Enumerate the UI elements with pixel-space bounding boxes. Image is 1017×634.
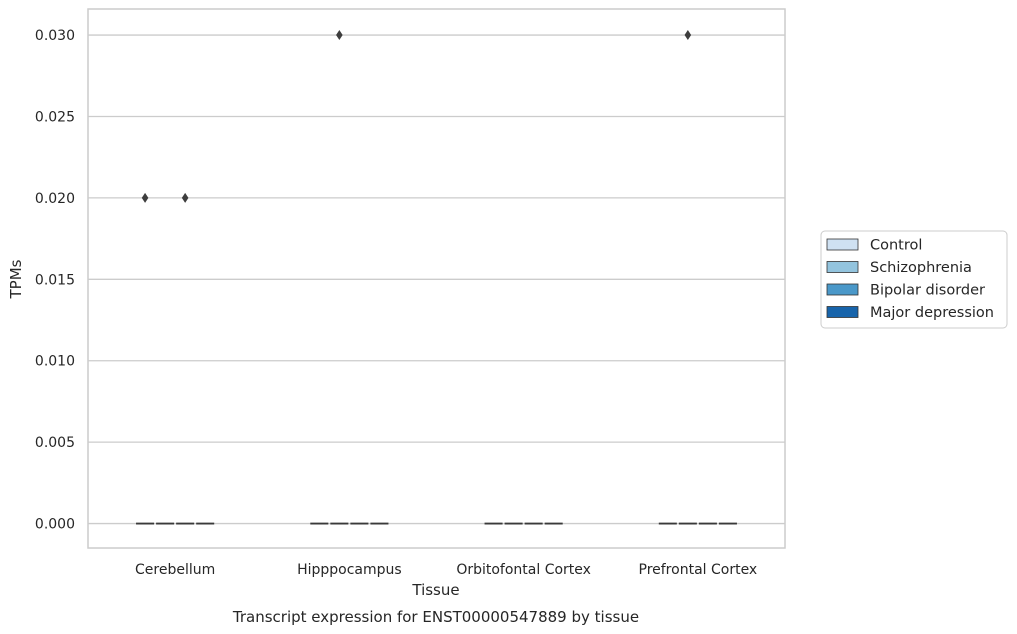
y-tick-label: 0.000 xyxy=(35,517,75,533)
y-tick-labels: 0.000 0.005 0.010 0.015 0.020 0.025 0.030 xyxy=(35,28,75,533)
legend-label: Schizophrenia xyxy=(870,260,972,276)
legend-frame xyxy=(820,230,1008,329)
outlier-point xyxy=(141,192,149,203)
x-tick-label: Hipppocampus xyxy=(297,562,402,578)
legend-label: Control xyxy=(870,238,922,254)
legend-swatch xyxy=(826,261,859,273)
y-tick-label: 0.020 xyxy=(35,191,75,207)
outliers xyxy=(141,30,692,203)
outlier-point xyxy=(181,192,189,203)
x-axis-label: Tissue xyxy=(411,581,459,599)
y-axis-label: TPMs xyxy=(7,259,25,299)
gridlines xyxy=(88,34,785,525)
y-tick-label: 0.025 xyxy=(35,109,75,125)
legend-swatch xyxy=(826,306,859,318)
y-tick-label: 0.010 xyxy=(35,354,75,370)
plot-frame xyxy=(87,8,786,549)
legend-label: Major depression xyxy=(870,305,994,321)
y-tick-label: 0.030 xyxy=(35,28,75,44)
chart-title: Transcript expression for ENST0000054788… xyxy=(232,608,639,626)
x-tick-label: Cerebellum xyxy=(135,562,215,578)
outlier-point xyxy=(336,30,343,41)
legend-swatch xyxy=(826,238,859,251)
x-tick-label: Prefrontal Cortex xyxy=(639,562,758,578)
y-tick-label: 0.005 xyxy=(35,435,75,451)
y-tick-label: 0.015 xyxy=(35,272,75,288)
outlier-point xyxy=(684,30,692,41)
legend: Control Schizophrenia Bipolar disorder Majo… xyxy=(820,230,1008,329)
legend-label: Bipolar disorder xyxy=(870,283,985,299)
x-tick-labels: Cerebellum Hipppocampus Orbitofontal Corte… xyxy=(135,562,757,578)
x-tick-label: Orbitofontal Cortex xyxy=(456,562,591,578)
legend-swatch xyxy=(826,283,859,296)
